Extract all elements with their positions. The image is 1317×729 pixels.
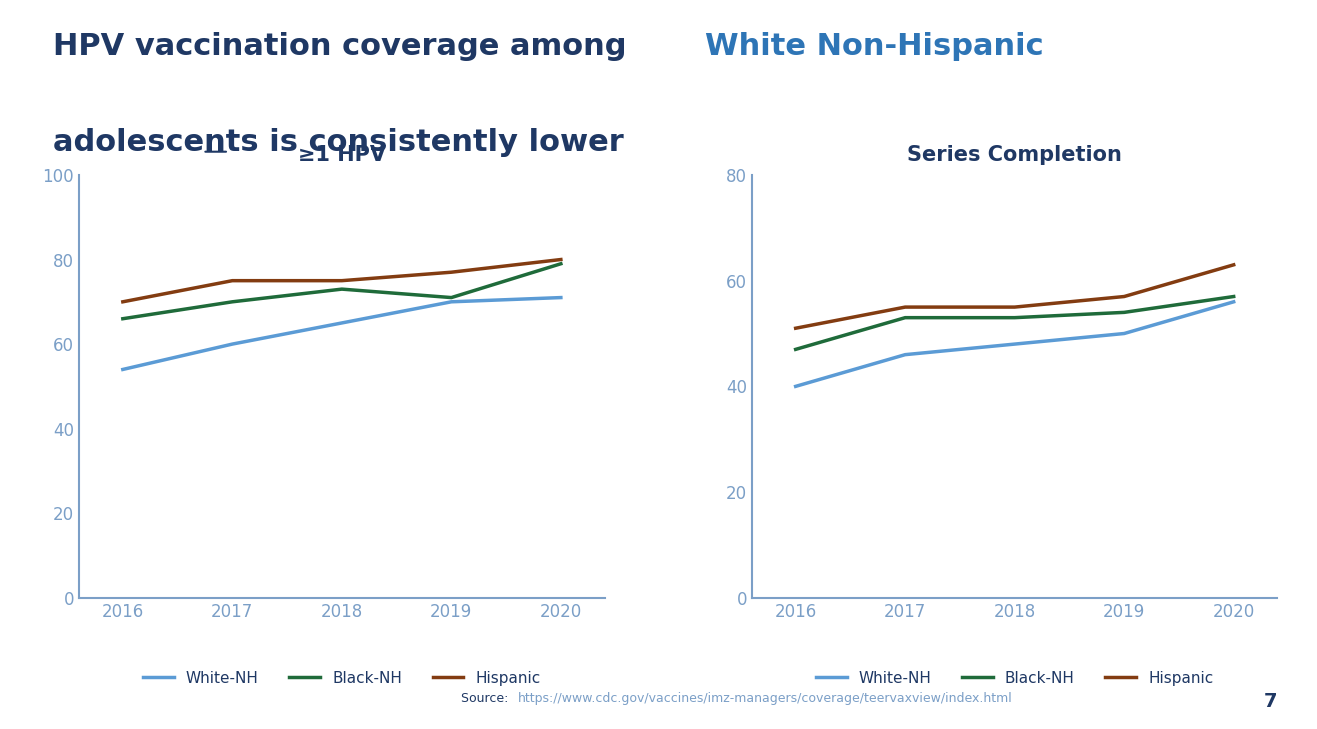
Text: 7: 7 (1264, 692, 1277, 711)
Title: Series Completion: Series Completion (907, 145, 1122, 165)
Text: White Non-Hispanic: White Non-Hispanic (705, 32, 1043, 61)
Text: Source:: Source: (461, 692, 512, 705)
Legend: White-NH, Black-NH, Hispanic: White-NH, Black-NH, Hispanic (810, 664, 1220, 692)
Legend: White-NH, Black-NH, Hispanic: White-NH, Black-NH, Hispanic (137, 664, 547, 692)
Text: adolescents is consistently lower: adolescents is consistently lower (53, 128, 623, 157)
Text: HPV vaccination coverage among: HPV vaccination coverage among (53, 32, 637, 61)
Title: ≥1 HPV: ≥1 HPV (298, 145, 386, 165)
Text: https://www.cdc.gov/vaccines/imz-managers/coverage/teervaxview/index.html: https://www.cdc.gov/vaccines/imz-manager… (518, 692, 1013, 705)
